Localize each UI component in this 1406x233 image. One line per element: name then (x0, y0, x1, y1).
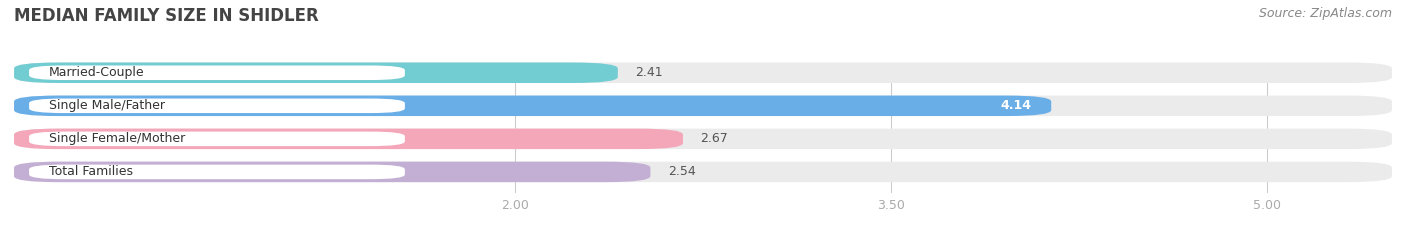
FancyBboxPatch shape (14, 62, 1392, 83)
Text: Source: ZipAtlas.com: Source: ZipAtlas.com (1258, 7, 1392, 20)
FancyBboxPatch shape (14, 162, 651, 182)
Text: Married-Couple: Married-Couple (49, 66, 145, 79)
FancyBboxPatch shape (30, 99, 405, 113)
Text: Single Male/Father: Single Male/Father (49, 99, 165, 112)
Text: 4.14: 4.14 (1000, 99, 1031, 112)
Text: MEDIAN FAMILY SIZE IN SHIDLER: MEDIAN FAMILY SIZE IN SHIDLER (14, 7, 319, 25)
FancyBboxPatch shape (14, 96, 1052, 116)
FancyBboxPatch shape (30, 65, 405, 80)
FancyBboxPatch shape (14, 129, 1392, 149)
FancyBboxPatch shape (14, 96, 1392, 116)
Text: 2.67: 2.67 (700, 132, 728, 145)
Text: 2.54: 2.54 (668, 165, 696, 178)
FancyBboxPatch shape (30, 165, 405, 179)
Text: Single Female/Mother: Single Female/Mother (49, 132, 186, 145)
FancyBboxPatch shape (14, 129, 683, 149)
Text: Total Families: Total Families (49, 165, 134, 178)
FancyBboxPatch shape (14, 162, 1392, 182)
FancyBboxPatch shape (30, 132, 405, 146)
FancyBboxPatch shape (14, 62, 617, 83)
Text: 2.41: 2.41 (636, 66, 664, 79)
